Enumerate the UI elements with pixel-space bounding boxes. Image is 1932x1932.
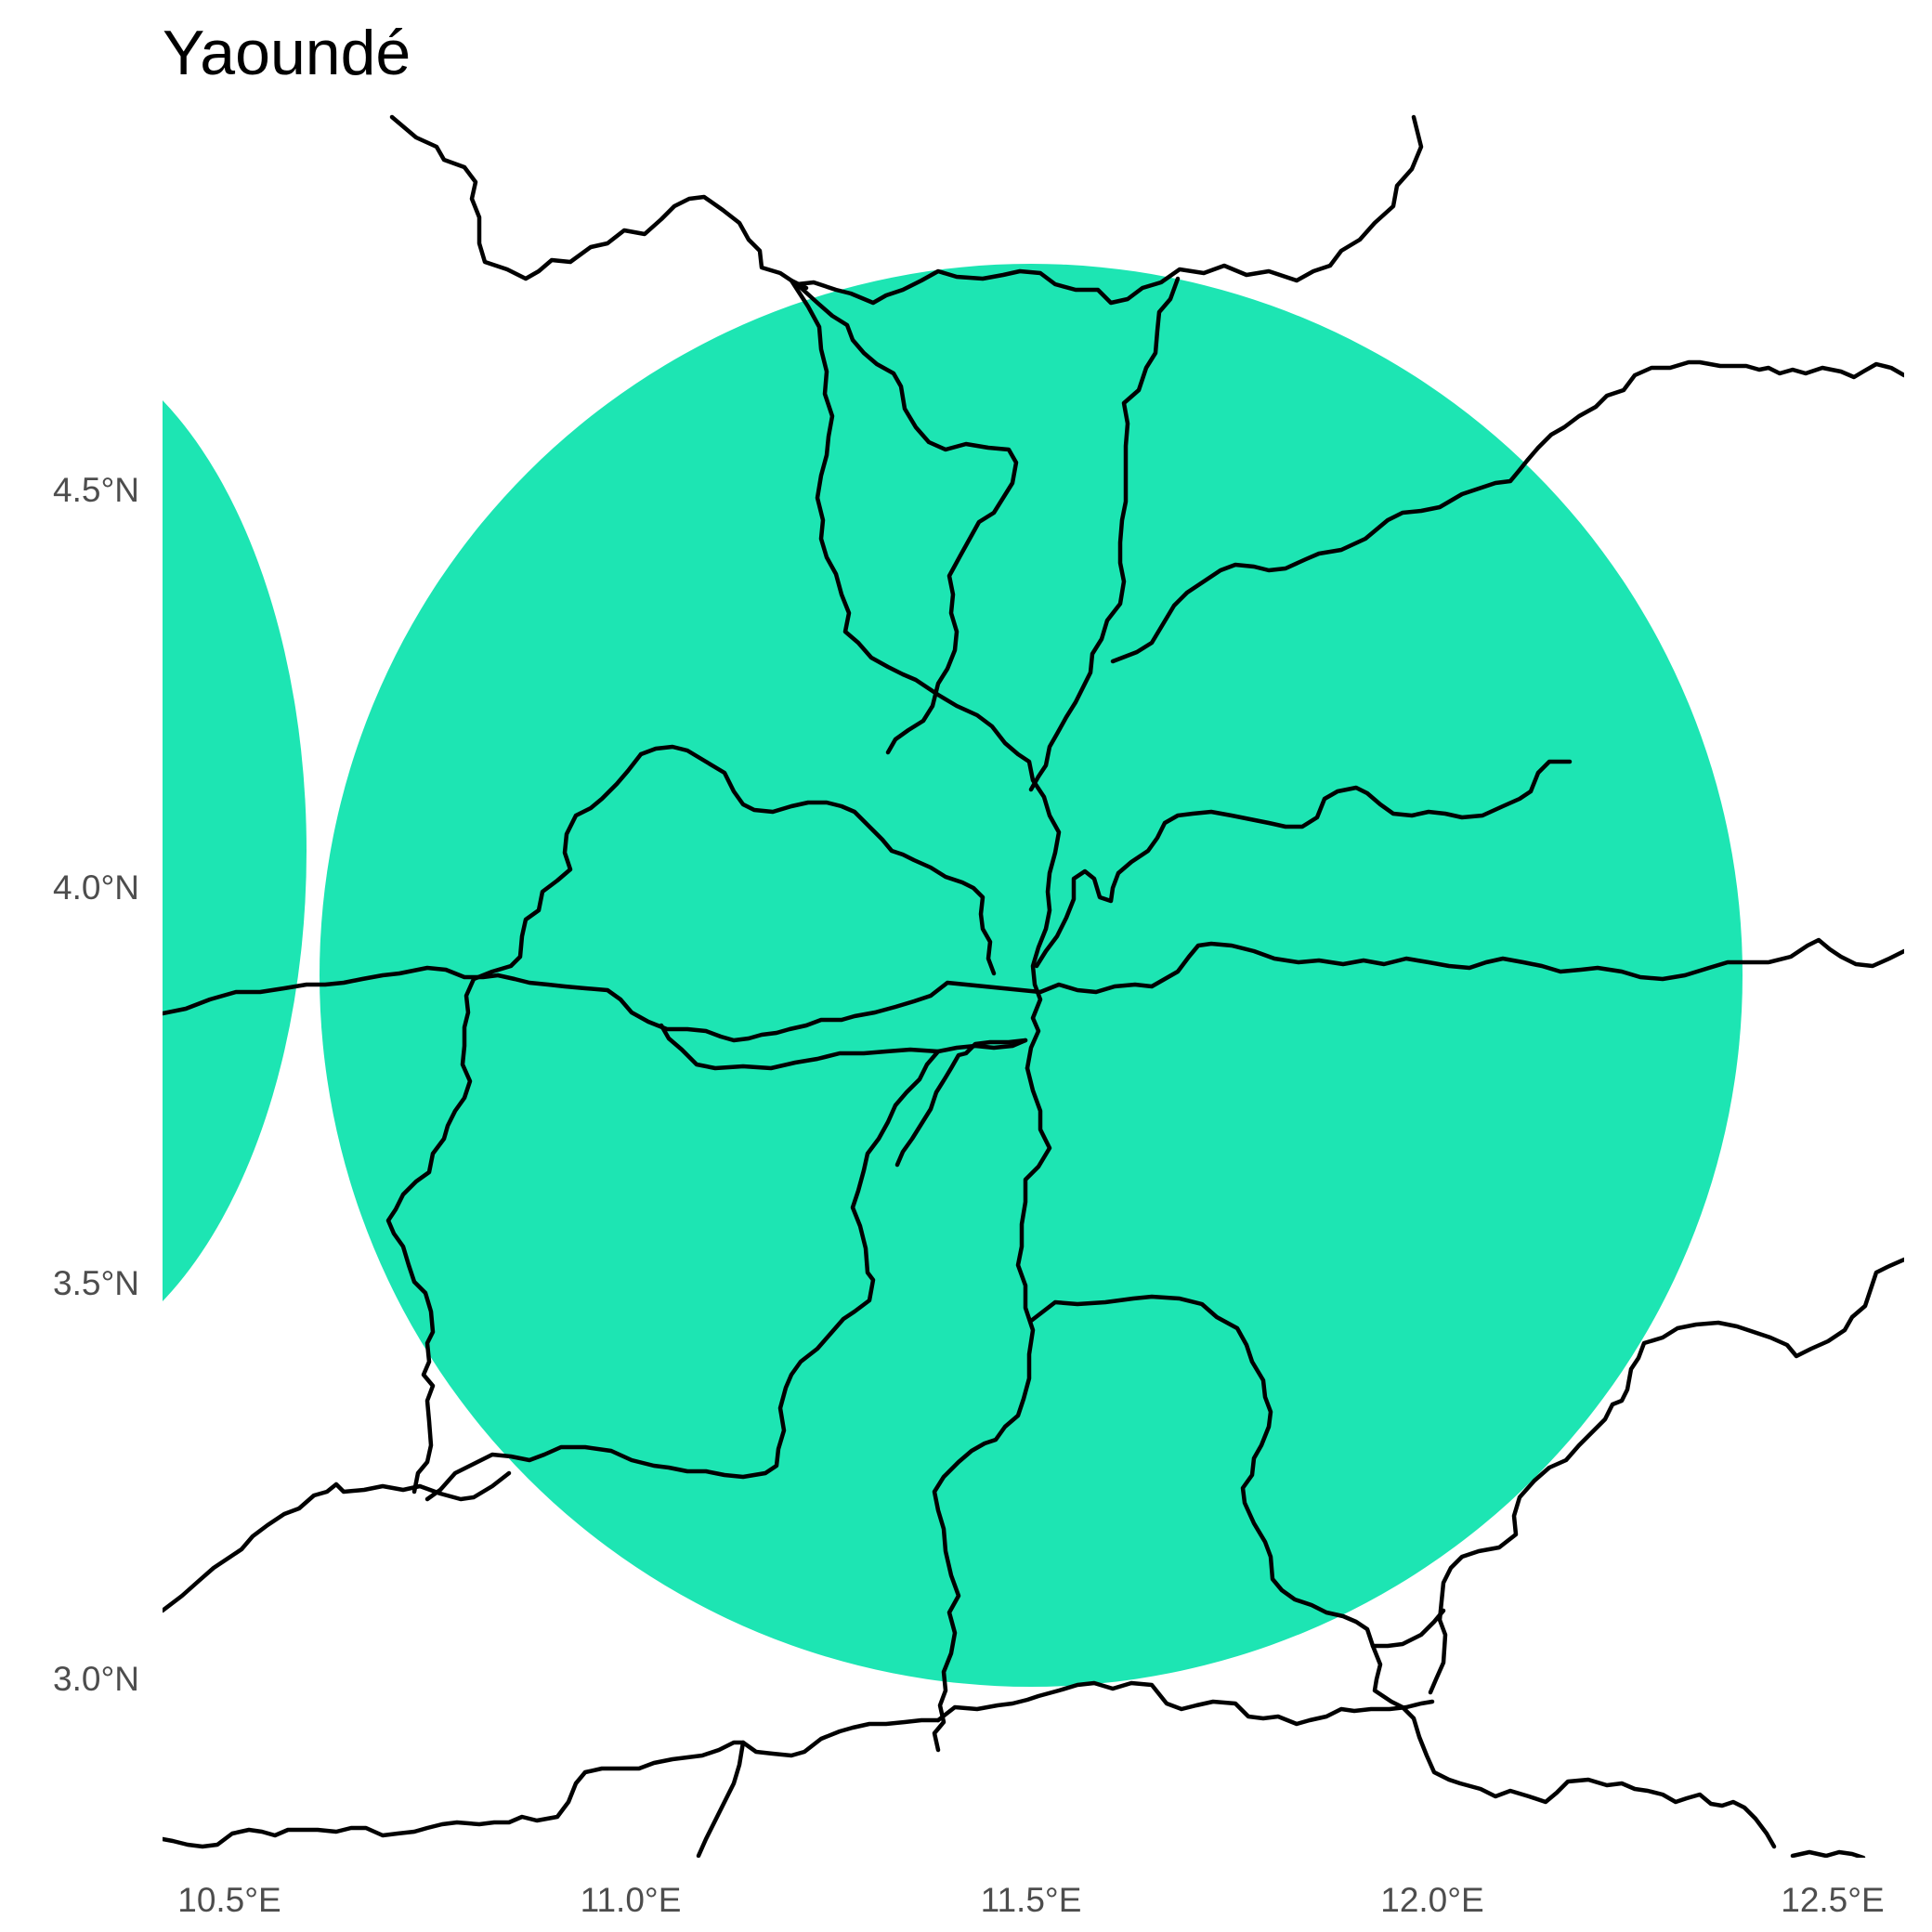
road-east-upper [1028,276,1181,792]
road-south-west-edge [163,1717,941,1849]
road-south-loop [424,1049,941,1502]
road-west-loop [638,744,997,976]
map-title: Yaoundé [163,18,411,88]
road-south-spur [696,1740,746,1858]
road-south-link [1370,1643,1777,1849]
road-southwest-long [163,1470,512,1613]
road-network [163,114,1904,1858]
x-tick-label: 12.0°E [1380,1881,1484,1919]
y-axis: 4.5°N 4.0°N 3.5°N 3.0°N [53,471,139,1698]
y-tick-label: 3.0°N [53,1660,139,1698]
map-panel [163,114,1904,1858]
neighbor-buffer-zone [163,400,307,1301]
x-tick-label: 10.5°E [177,1881,281,1919]
road-south-central [932,1065,1052,1753]
road-north-central [789,278,1062,1071]
x-tick-label: 11.5°E [981,1881,1082,1919]
road-southwest-loop [385,751,644,1495]
road-north-west [389,114,809,291]
road-west-east-trunk [163,937,1904,1043]
road-north-east [794,114,1424,306]
road-east-south [1428,1257,1904,1695]
road-northeast-arc [794,281,1019,755]
y-tick-label: 3.5°N [53,1264,139,1302]
road-southeast-loop [1028,1294,1446,1649]
y-tick-label: 4.0°N [53,868,139,907]
road-yaounde-center-west [894,1038,1028,1168]
road-east-middle [1034,759,1573,969]
road-northeast-long [1110,359,1904,664]
y-tick-label: 4.5°N [53,471,139,509]
x-tick-label: 11.0°E [581,1881,682,1919]
x-axis: 10.5°E 11.0°E 11.5°E 12.0°E 12.5°E [177,1881,1885,1919]
road-south-east-west [935,1680,1435,1727]
road-southeast-edge [1790,1849,1866,1858]
city-buffer-zone [320,264,1743,1687]
x-tick-label: 12.5°E [1781,1881,1885,1919]
